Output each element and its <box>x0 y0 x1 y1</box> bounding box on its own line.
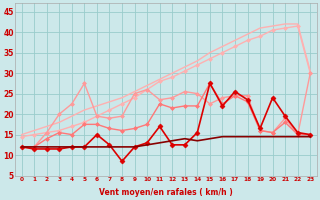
X-axis label: Vent moyen/en rafales ( km/h ): Vent moyen/en rafales ( km/h ) <box>99 188 233 197</box>
